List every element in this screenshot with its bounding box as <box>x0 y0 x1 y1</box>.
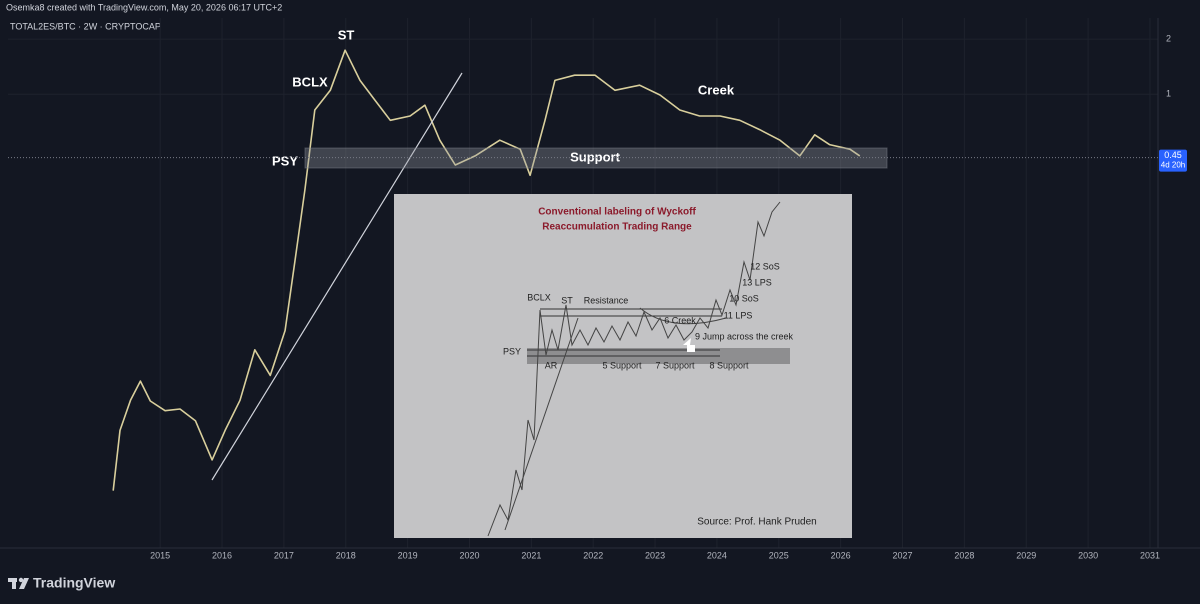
y-tick-label: 2 <box>1166 34 1171 44</box>
inset-label: Resistance <box>584 295 629 305</box>
x-tick-label: 2019 <box>398 550 418 560</box>
annotation: Creek <box>698 82 735 97</box>
inset-trendline <box>504 317 579 531</box>
y-tick-label: 1 <box>1166 89 1171 99</box>
x-tick-label: 2027 <box>892 550 912 560</box>
last-price-box <box>1159 149 1187 172</box>
inset-label: BCLX <box>527 292 551 302</box>
x-tick-label: 2015 <box>150 550 170 560</box>
annotation: BCLX <box>292 74 328 89</box>
brand: TradingView <box>33 575 115 591</box>
annotation: Support <box>570 149 620 164</box>
x-tick-label: 2025 <box>769 550 789 560</box>
brand-logo <box>8 577 29 589</box>
logo-part <box>19 578 29 589</box>
inset-price-path <box>487 201 781 537</box>
logo-part <box>18 577 24 583</box>
annotation: PSY <box>272 153 298 168</box>
x-tick-label: 2029 <box>1016 550 1036 560</box>
x-tick-label: 2021 <box>521 550 541 560</box>
x-tick-label: 2028 <box>954 550 974 560</box>
x-tick-label: 2016 <box>212 550 232 560</box>
x-tick-label: 2020 <box>459 550 479 560</box>
x-tick-label: 2018 <box>336 550 356 560</box>
author-line: Osemka8 created with TradingView.com, Ma… <box>6 2 282 12</box>
inset-label: 11 LPS <box>724 310 753 320</box>
annotation: ST <box>338 27 355 42</box>
trendline <box>211 72 463 481</box>
inset-creek <box>639 307 727 325</box>
inset-label: 6 Creek <box>664 315 696 325</box>
footer <box>0 568 1200 604</box>
inset-label: 13 LPS <box>742 277 772 287</box>
x-tick-label: 2023 <box>645 550 665 560</box>
inset: Conventional labeling of Wyckoff Reaccum… <box>394 194 852 538</box>
inset-label: 12 SoS <box>750 261 780 271</box>
x-tick-label: 2026 <box>831 550 851 560</box>
inset-label: 9 Jump across the creek <box>695 331 794 341</box>
plot-area: 2015 2016 2017 2018 2019 2020 2021 2022 2023 2024… <box>8 18 1171 560</box>
inset-title: Reaccumulation Trading Range <box>542 222 692 233</box>
inset-label: 7 Support <box>655 360 695 370</box>
inset-label: 5 Support <box>602 360 642 370</box>
x-tick-label: 2022 <box>583 550 603 560</box>
inset-label: 8 Support <box>709 360 749 370</box>
last-price-label: 0.45 <box>1164 150 1182 160</box>
inset-label: ST <box>561 295 573 305</box>
inset-title: Conventional labeling of Wyckoff <box>538 207 696 218</box>
countdown-label: 4d 20h <box>1161 161 1185 170</box>
inset-panel <box>394 194 852 538</box>
inset-source: Source: Prof. Hank Pruden <box>697 517 817 528</box>
price-line <box>112 49 861 491</box>
inset-label: AR <box>545 360 558 370</box>
x-tick-label: 2030 <box>1078 550 1098 560</box>
x-tick-label: 2024 <box>707 550 727 560</box>
logo-part <box>12 578 16 589</box>
inset-arrow <box>683 338 695 352</box>
x-tick-label: 2017 <box>274 550 294 560</box>
inset-label: PSY <box>503 346 521 356</box>
x-tick-label: 2031 <box>1140 550 1160 560</box>
symbol: TOTAL2ES/BTC · 2W · CRYPTOCAP <box>10 21 161 31</box>
inset-label: 10 SoS <box>729 293 759 303</box>
